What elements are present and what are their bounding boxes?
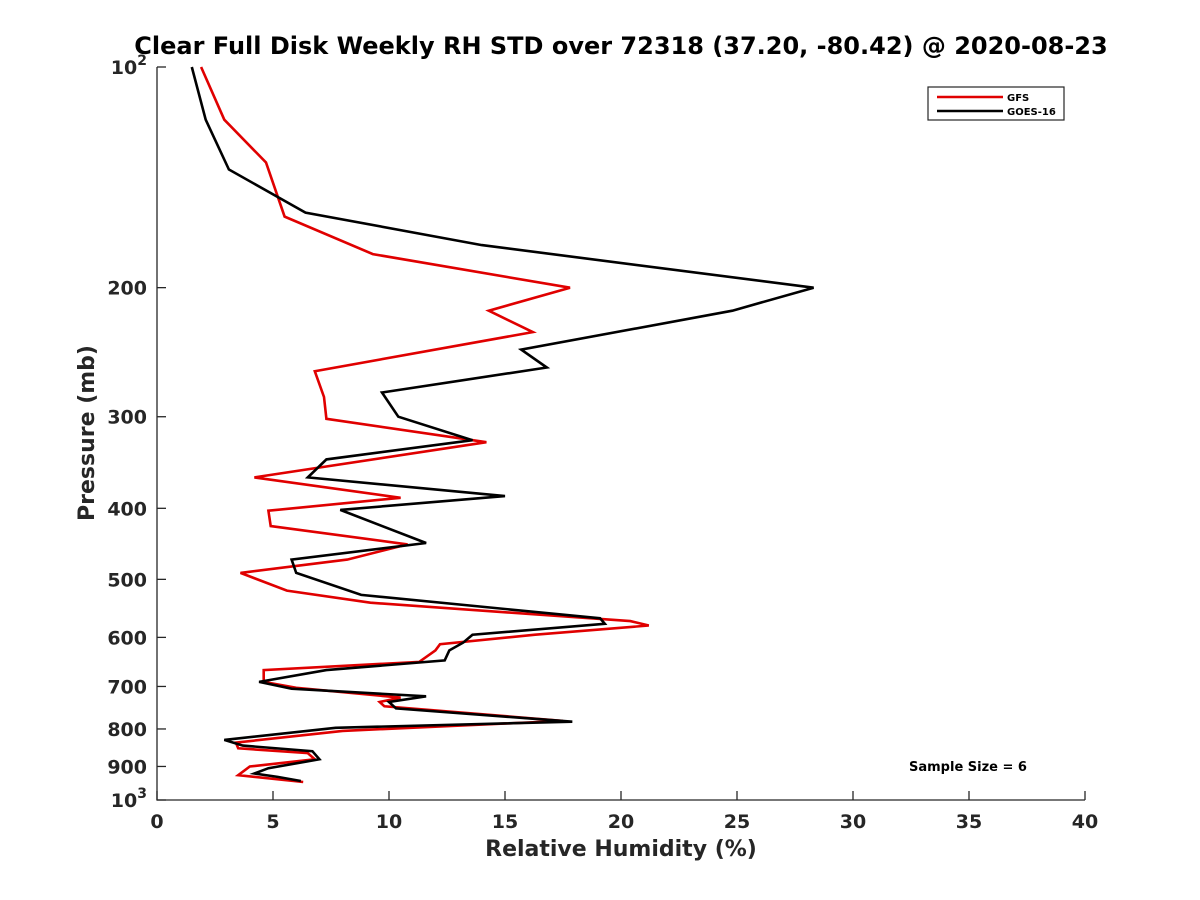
series-line-gfs [199,66,650,784]
y-tick-label: 600 [107,627,147,649]
x-tick-label: 15 [492,811,518,833]
sample-size-annotation: Sample Size = 6 [909,760,1027,775]
x-tick-label: 30 [840,811,866,833]
legend-label-gfs: GFS [1007,93,1029,104]
x-tick-label: 20 [608,811,634,833]
chart-title: Clear Full Disk Weekly RH STD over 72318… [134,32,1107,60]
x-tick-label: 5 [266,811,279,833]
y-tick-label: 103 [111,786,147,812]
x-axis-label: Relative Humidity (%) [485,837,757,862]
x-tick-label: 10 [376,811,402,833]
y-tick-base: 10 [111,57,137,79]
x-tick-label: 35 [956,811,982,833]
y-tick-exponent: 2 [137,53,147,69]
y-axis-label: Pressure (mb) [75,345,100,521]
y-tick-label: 800 [107,719,147,741]
y-tick-label: 700 [107,676,147,698]
x-tick-label: 40 [1072,811,1098,833]
plot-area: 0 5 10 15 20 25 30 35 40 10220030040050060070080… [107,53,1098,833]
legend-label-goes-16: GOES-16 [1007,107,1056,118]
y-tick-label: 200 [107,278,147,300]
y-tick-label: 300 [107,407,147,429]
legend-box [927,86,1065,121]
x-tick-label: 25 [724,811,750,833]
y-tick-exponent: 3 [137,786,147,802]
legend: GFS GOES-16 [927,86,1065,121]
series-layer [190,66,814,784]
x-axis-ticks: 0 5 10 15 20 25 30 35 40 [150,791,1098,833]
x-tick-label: 0 [150,811,163,833]
series-line-goes-16 [190,66,814,783]
y-tick-label: 102 [111,53,147,79]
y-tick-label: 500 [107,569,147,591]
y-tick-label: 900 [107,756,147,778]
y-tick-label: 400 [107,498,147,520]
y-tick-base: 10 [111,790,137,812]
